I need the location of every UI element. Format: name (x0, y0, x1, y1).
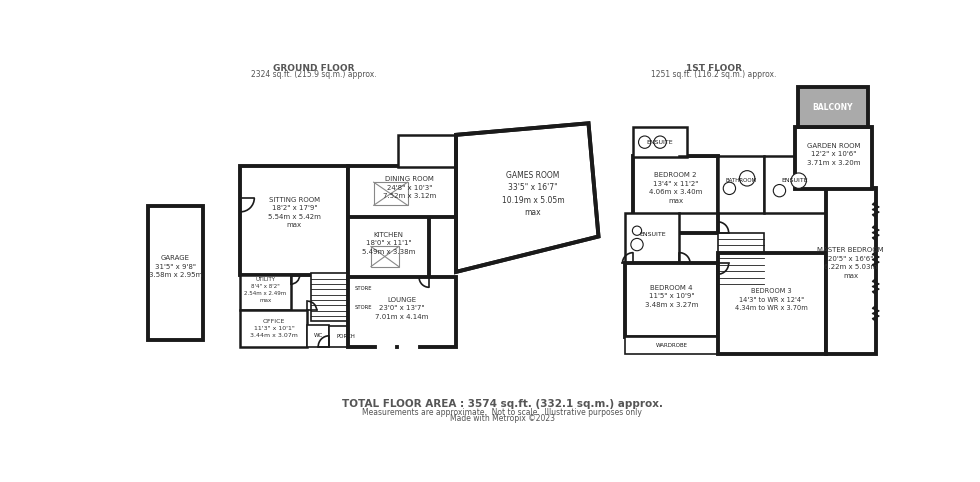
Text: BALCONY: BALCONY (812, 103, 854, 112)
Text: ENSUITE: ENSUITE (781, 178, 808, 183)
Bar (348, 277, 456, 347)
Text: DINING ROOM
24'8" x 10'3"
7.52m x 3.12m: DINING ROOM 24'8" x 10'3" 7.52m x 3.12m (383, 176, 436, 199)
Polygon shape (462, 129, 593, 267)
Text: ENSUITE: ENSUITE (639, 232, 665, 237)
Text: GARDEN ROOM
12'2" x 10'6"
3.71m x 3.20m: GARDEN ROOM 12'2" x 10'6" 3.71m x 3.20m (807, 143, 860, 166)
Bar (348, 166, 456, 217)
Text: Measurements are approximate.  Not to scale.  Illustrative purposes only: Measurements are approximate. Not to sca… (363, 408, 642, 416)
Bar (240, 275, 290, 310)
Bar (798, 87, 868, 127)
Bar (764, 156, 826, 214)
Bar (826, 188, 876, 353)
Bar (148, 206, 203, 340)
Bar (625, 264, 717, 336)
Text: 1ST FLOOR: 1ST FLOOR (686, 64, 742, 73)
Bar (373, 182, 408, 205)
Circle shape (723, 182, 736, 195)
Text: BEDROOM 2
13'4" x 11'2"
4.06m x 3.40m
max: BEDROOM 2 13'4" x 11'2" 4.06m x 3.40m ma… (649, 172, 703, 204)
Polygon shape (456, 123, 599, 272)
Text: GARAGE
31'5" x 9'8"
3.58m x 2.95m: GARAGE 31'5" x 9'8" 3.58m x 2.95m (149, 255, 202, 278)
Text: WARDROBE: WARDROBE (656, 343, 688, 348)
Text: GROUND FLOOR: GROUND FLOOR (272, 64, 355, 73)
Circle shape (654, 136, 666, 148)
Text: WC: WC (314, 334, 322, 338)
Bar (240, 310, 308, 347)
Text: BATHROOM: BATHROOM (725, 178, 757, 183)
Bar (348, 279, 379, 298)
Bar (717, 254, 825, 353)
Text: 2324 sq.ft. (215.9 sq.m.) approx.: 2324 sq.ft. (215.9 sq.m.) approx. (251, 70, 376, 79)
Circle shape (632, 226, 642, 235)
Bar (312, 273, 348, 321)
Circle shape (631, 239, 643, 251)
Bar (371, 246, 399, 267)
Circle shape (639, 136, 651, 148)
Bar (795, 127, 872, 189)
Circle shape (773, 185, 786, 197)
Bar (717, 233, 764, 290)
Text: LOUNGE
23'0" x 13'7"
7.01m x 4.14m: LOUNGE 23'0" x 13'7" 7.01m x 4.14m (375, 296, 429, 320)
Text: PORCH: PORCH (336, 334, 355, 339)
Circle shape (791, 173, 807, 188)
Text: BEDROOM 3
14'3" to WR x 12'4"
4.34m to WR x 3.70m: BEDROOM 3 14'3" to WR x 12'4" 4.34m to W… (735, 288, 808, 311)
Bar (633, 156, 718, 233)
Circle shape (739, 171, 755, 186)
Text: TOTAL FLOOR AREA : 3574 sq.ft. (332.1 sq.m.) approx.: TOTAL FLOOR AREA : 3574 sq.ft. (332.1 sq… (342, 400, 662, 409)
Bar (625, 214, 679, 264)
Text: UTILITY
8'4" x 8'2"
2.54m x 2.49m
max: UTILITY 8'4" x 8'2" 2.54m x 2.49m max (244, 277, 286, 303)
Text: ENSUITE: ENSUITE (647, 140, 673, 145)
Bar (329, 326, 363, 347)
Bar (717, 156, 764, 214)
Text: Made with Metropix ©2023: Made with Metropix ©2023 (450, 414, 555, 423)
Text: BEDROOM 4
11'5" x 10'9"
3.48m x 3.27m: BEDROOM 4 11'5" x 10'9" 3.48m x 3.27m (645, 285, 699, 308)
Bar (348, 215, 429, 279)
Bar (240, 166, 348, 275)
Bar (308, 325, 329, 347)
Text: SITTING ROOM
18'2" x 17'9"
5.54m x 5.42m
max: SITTING ROOM 18'2" x 17'9" 5.54m x 5.42m… (268, 197, 320, 228)
Bar (348, 298, 379, 317)
Bar (633, 127, 687, 157)
Text: 1251 sq.ft. (116.2 sq.m.) approx.: 1251 sq.ft. (116.2 sq.m.) approx. (652, 70, 777, 79)
Text: STORE: STORE (355, 286, 372, 291)
Text: OFFICE
11'3" x 10'1"
3.44m x 3.07m: OFFICE 11'3" x 10'1" 3.44m x 3.07m (250, 319, 298, 338)
Text: KITCHEN
18'0" x 11'1"
5.49m x 3.38m: KITCHEN 18'0" x 11'1" 5.49m x 3.38m (362, 232, 416, 255)
Bar (625, 336, 717, 353)
Text: GAMES ROOM
33'5" x 16'7"
10.19m x 5.05m
max: GAMES ROOM 33'5" x 16'7" 10.19m x 5.05m … (502, 171, 564, 217)
Text: STORE: STORE (355, 305, 372, 310)
Bar (398, 135, 456, 167)
Text: MASTER BEDROOM
20'5" x 16'6"
6.22m x 5.03m
max: MASTER BEDROOM 20'5" x 16'6" 6.22m x 5.0… (817, 247, 884, 279)
